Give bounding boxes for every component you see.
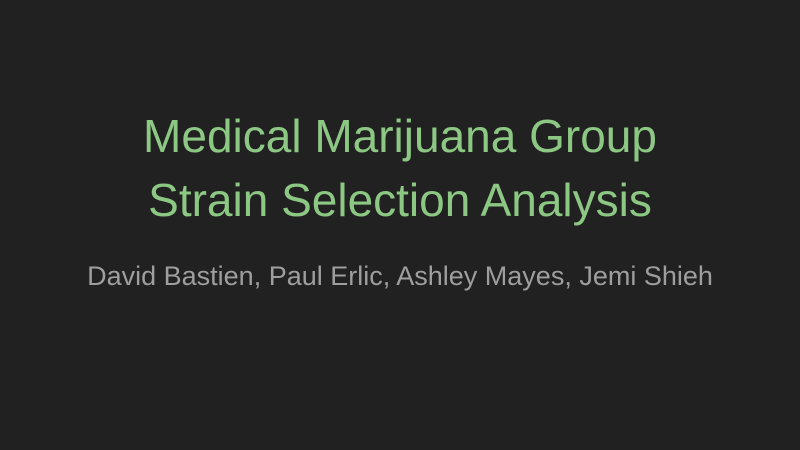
slide-title-line-2: Strain Selection Analysis xyxy=(148,174,652,226)
slide-title-line-1: Medical Marijuana Group xyxy=(143,110,657,162)
slide-subtitle-authors: David Bastien, Paul Erlic, Ashley Mayes,… xyxy=(87,261,713,291)
slide-title: Medical Marijuana Group Strain Selection… xyxy=(0,104,800,232)
